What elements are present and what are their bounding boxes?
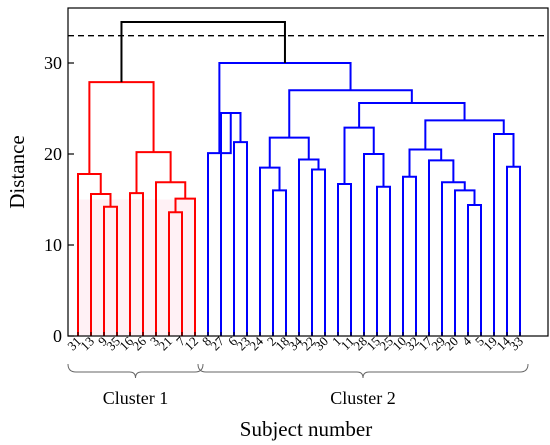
y-axis-label: Distance: [5, 135, 29, 208]
y-axis: 0 10 20 30: [44, 53, 74, 346]
cluster-bracket-1: [67, 363, 204, 379]
cluster-brackets: Cluster 1 Cluster 2: [67, 363, 529, 408]
x-axis-label: Subject number: [240, 417, 372, 441]
cluster-bracket-2: [197, 363, 529, 379]
y-tick-label-30: 30: [44, 53, 62, 73]
y-tick-label-0: 0: [53, 326, 62, 346]
y-tick-label-20: 20: [44, 144, 62, 164]
y-tick-label-10: 10: [44, 235, 62, 255]
dendrogram-links: [77, 21, 521, 336]
cluster-1-fill-group: [78, 199, 195, 336]
cluster-label-1: Cluster 1: [103, 388, 169, 408]
plot-frame: [67, 7, 549, 337]
cluster-1-shading: [78, 199, 195, 336]
cluster-label-2: Cluster 2: [330, 388, 396, 408]
dendrogram-link-33: [120, 21, 286, 83]
